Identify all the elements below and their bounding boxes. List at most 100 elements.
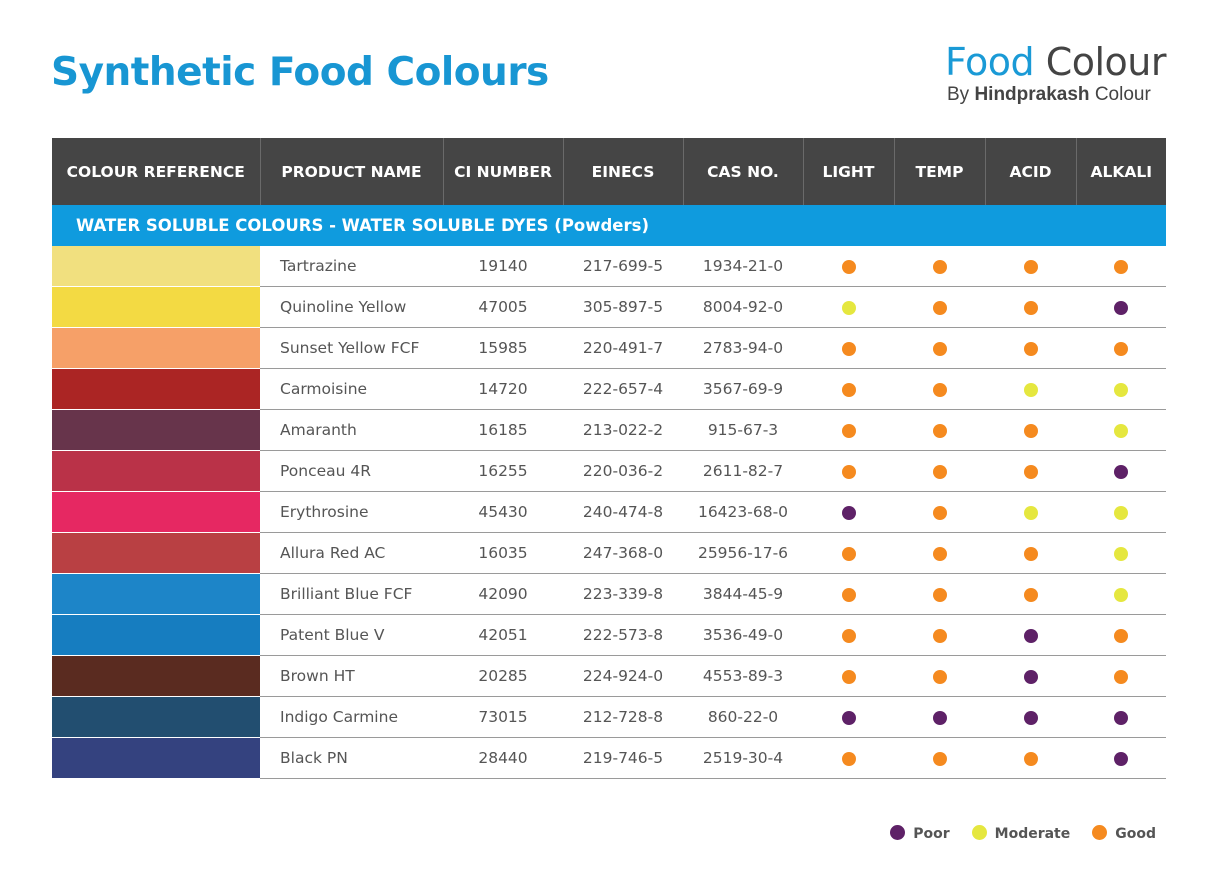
product-name-cell: Brown HT bbox=[260, 655, 443, 697]
cas-number-cell: 2519-30-4 bbox=[683, 737, 803, 779]
table-row: Tartrazine 19140 217-699-5 1934-21-0 bbox=[52, 246, 1166, 287]
legend-dot bbox=[890, 825, 906, 840]
einecs-cell: 213-022-2 bbox=[563, 409, 683, 451]
rating-dot bbox=[841, 669, 856, 684]
ci-number-cell: 45430 bbox=[443, 491, 563, 533]
table-row: Patent Blue V 42051 222-573-8 3536-49-0 bbox=[52, 614, 1166, 656]
legend-item-moderate: Moderate bbox=[971, 825, 1070, 842]
temp-rating-cell bbox=[894, 696, 985, 738]
ci-number-cell: 14720 bbox=[443, 368, 563, 410]
brand-food-text: Food bbox=[944, 40, 1035, 84]
acid-rating-cell bbox=[985, 286, 1076, 328]
acid-rating-cell bbox=[985, 409, 1076, 451]
cas-number-cell: 860-22-0 bbox=[683, 696, 803, 738]
einecs-cell: 220-491-7 bbox=[563, 327, 683, 369]
product-name-cell: Indigo Carmine bbox=[260, 696, 443, 738]
temp-rating-cell bbox=[894, 368, 985, 410]
rating-dot bbox=[932, 464, 947, 479]
table-row: Erythrosine 45430 240-474-8 16423-68-0 bbox=[52, 491, 1166, 533]
table-row: Sunset Yellow FCF 15985 220-491-7 2783-94-0 bbox=[52, 327, 1166, 369]
cas-number-cell: 1934-21-0 bbox=[683, 246, 803, 287]
table-row: Black PN 28440 219-746-5 2519-30-4 bbox=[52, 737, 1166, 779]
rating-dot bbox=[1023, 464, 1038, 479]
table-header-row: COLOUR REFERENCE PRODUCT NAME CI NUMBER … bbox=[52, 138, 1166, 205]
cas-number-cell: 915-67-3 bbox=[683, 409, 803, 451]
ci-number-cell: 20285 bbox=[443, 655, 563, 697]
rating-dot bbox=[841, 341, 856, 356]
light-rating-cell bbox=[803, 573, 894, 615]
acid-rating-cell bbox=[985, 491, 1076, 533]
temp-rating-cell bbox=[894, 327, 985, 369]
legend-label: Good bbox=[1115, 826, 1156, 842]
rating-dot bbox=[932, 751, 947, 766]
temp-rating-cell bbox=[894, 450, 985, 492]
colour-swatch bbox=[52, 573, 260, 615]
product-name-cell: Black PN bbox=[260, 737, 443, 779]
acid-rating-cell bbox=[985, 246, 1076, 287]
cas-number-cell: 2611-82-7 bbox=[683, 450, 803, 492]
light-rating-cell bbox=[803, 246, 894, 287]
product-name-cell: Quinoline Yellow bbox=[260, 286, 443, 328]
einecs-cell: 223-339-8 bbox=[563, 573, 683, 615]
einecs-cell: 240-474-8 bbox=[563, 491, 683, 533]
einecs-cell: 247-368-0 bbox=[563, 532, 683, 574]
colour-swatch bbox=[52, 532, 260, 574]
rating-dot bbox=[841, 464, 856, 479]
rating-dot bbox=[841, 423, 856, 438]
cas-number-cell: 8004-92-0 bbox=[683, 286, 803, 328]
alkali-rating-cell bbox=[1076, 532, 1166, 574]
rating-dot bbox=[1023, 423, 1038, 438]
legend-item-good: Good bbox=[1092, 825, 1156, 842]
einecs-cell: 212-728-8 bbox=[563, 696, 683, 738]
einecs-cell: 219-746-5 bbox=[563, 737, 683, 779]
temp-rating-cell bbox=[894, 737, 985, 779]
temp-rating-cell bbox=[894, 286, 985, 328]
ci-number-cell: 42051 bbox=[443, 614, 563, 656]
alkali-rating-cell bbox=[1076, 655, 1166, 697]
header-colour-reference: COLOUR REFERENCE bbox=[52, 138, 261, 205]
product-name-cell: Allura Red AC bbox=[260, 532, 443, 574]
temp-rating-cell bbox=[894, 491, 985, 533]
einecs-cell: 222-657-4 bbox=[563, 368, 683, 410]
header-alkali: ALKALI bbox=[1076, 138, 1166, 205]
ci-number-cell: 42090 bbox=[443, 573, 563, 615]
brand-company-suffix: Colour bbox=[1094, 84, 1151, 105]
temp-rating-cell bbox=[894, 532, 985, 574]
rating-dot bbox=[841, 587, 856, 602]
alkali-rating-cell bbox=[1076, 737, 1166, 779]
rating-dot bbox=[1114, 546, 1128, 561]
temp-rating-cell bbox=[894, 573, 985, 615]
table-row: Carmoisine 14720 222-657-4 3567-69-9 bbox=[52, 368, 1166, 410]
einecs-cell: 217-699-5 bbox=[563, 246, 683, 287]
light-rating-cell bbox=[803, 327, 894, 369]
rating-dot bbox=[1023, 382, 1038, 397]
acid-rating-cell bbox=[985, 368, 1076, 410]
product-name-cell: Erythrosine bbox=[260, 491, 443, 533]
alkali-rating-cell bbox=[1076, 409, 1166, 451]
rating-dot bbox=[1114, 423, 1128, 438]
rating-dot bbox=[841, 259, 856, 274]
colour-swatch bbox=[52, 614, 260, 656]
rating-dot bbox=[932, 710, 947, 725]
colour-swatch bbox=[52, 327, 260, 369]
rating-dot bbox=[932, 628, 947, 643]
acid-rating-cell bbox=[985, 450, 1076, 492]
acid-rating-cell bbox=[985, 532, 1076, 574]
product-name-cell: Carmoisine bbox=[260, 368, 443, 410]
colour-swatch bbox=[52, 491, 260, 533]
table-row: Brilliant Blue FCF 42090 223-339-8 3844-45-… bbox=[52, 573, 1166, 615]
ci-number-cell: 47005 bbox=[443, 286, 563, 328]
alkali-rating-cell bbox=[1076, 491, 1166, 533]
product-name-cell: Brilliant Blue FCF bbox=[260, 573, 443, 615]
table-row: Allura Red AC 16035 247-368-0 25956-17-6 bbox=[52, 532, 1166, 574]
acid-rating-cell bbox=[985, 655, 1076, 697]
rating-dot bbox=[932, 382, 947, 397]
rating-dot bbox=[1023, 669, 1038, 684]
rating-dot bbox=[1114, 751, 1128, 766]
light-rating-cell bbox=[803, 655, 894, 697]
rating-dot bbox=[1023, 587, 1038, 602]
rating-dot bbox=[841, 546, 856, 561]
rating-dot bbox=[1114, 341, 1128, 356]
rating-dot bbox=[932, 300, 947, 315]
acid-rating-cell bbox=[985, 327, 1076, 369]
